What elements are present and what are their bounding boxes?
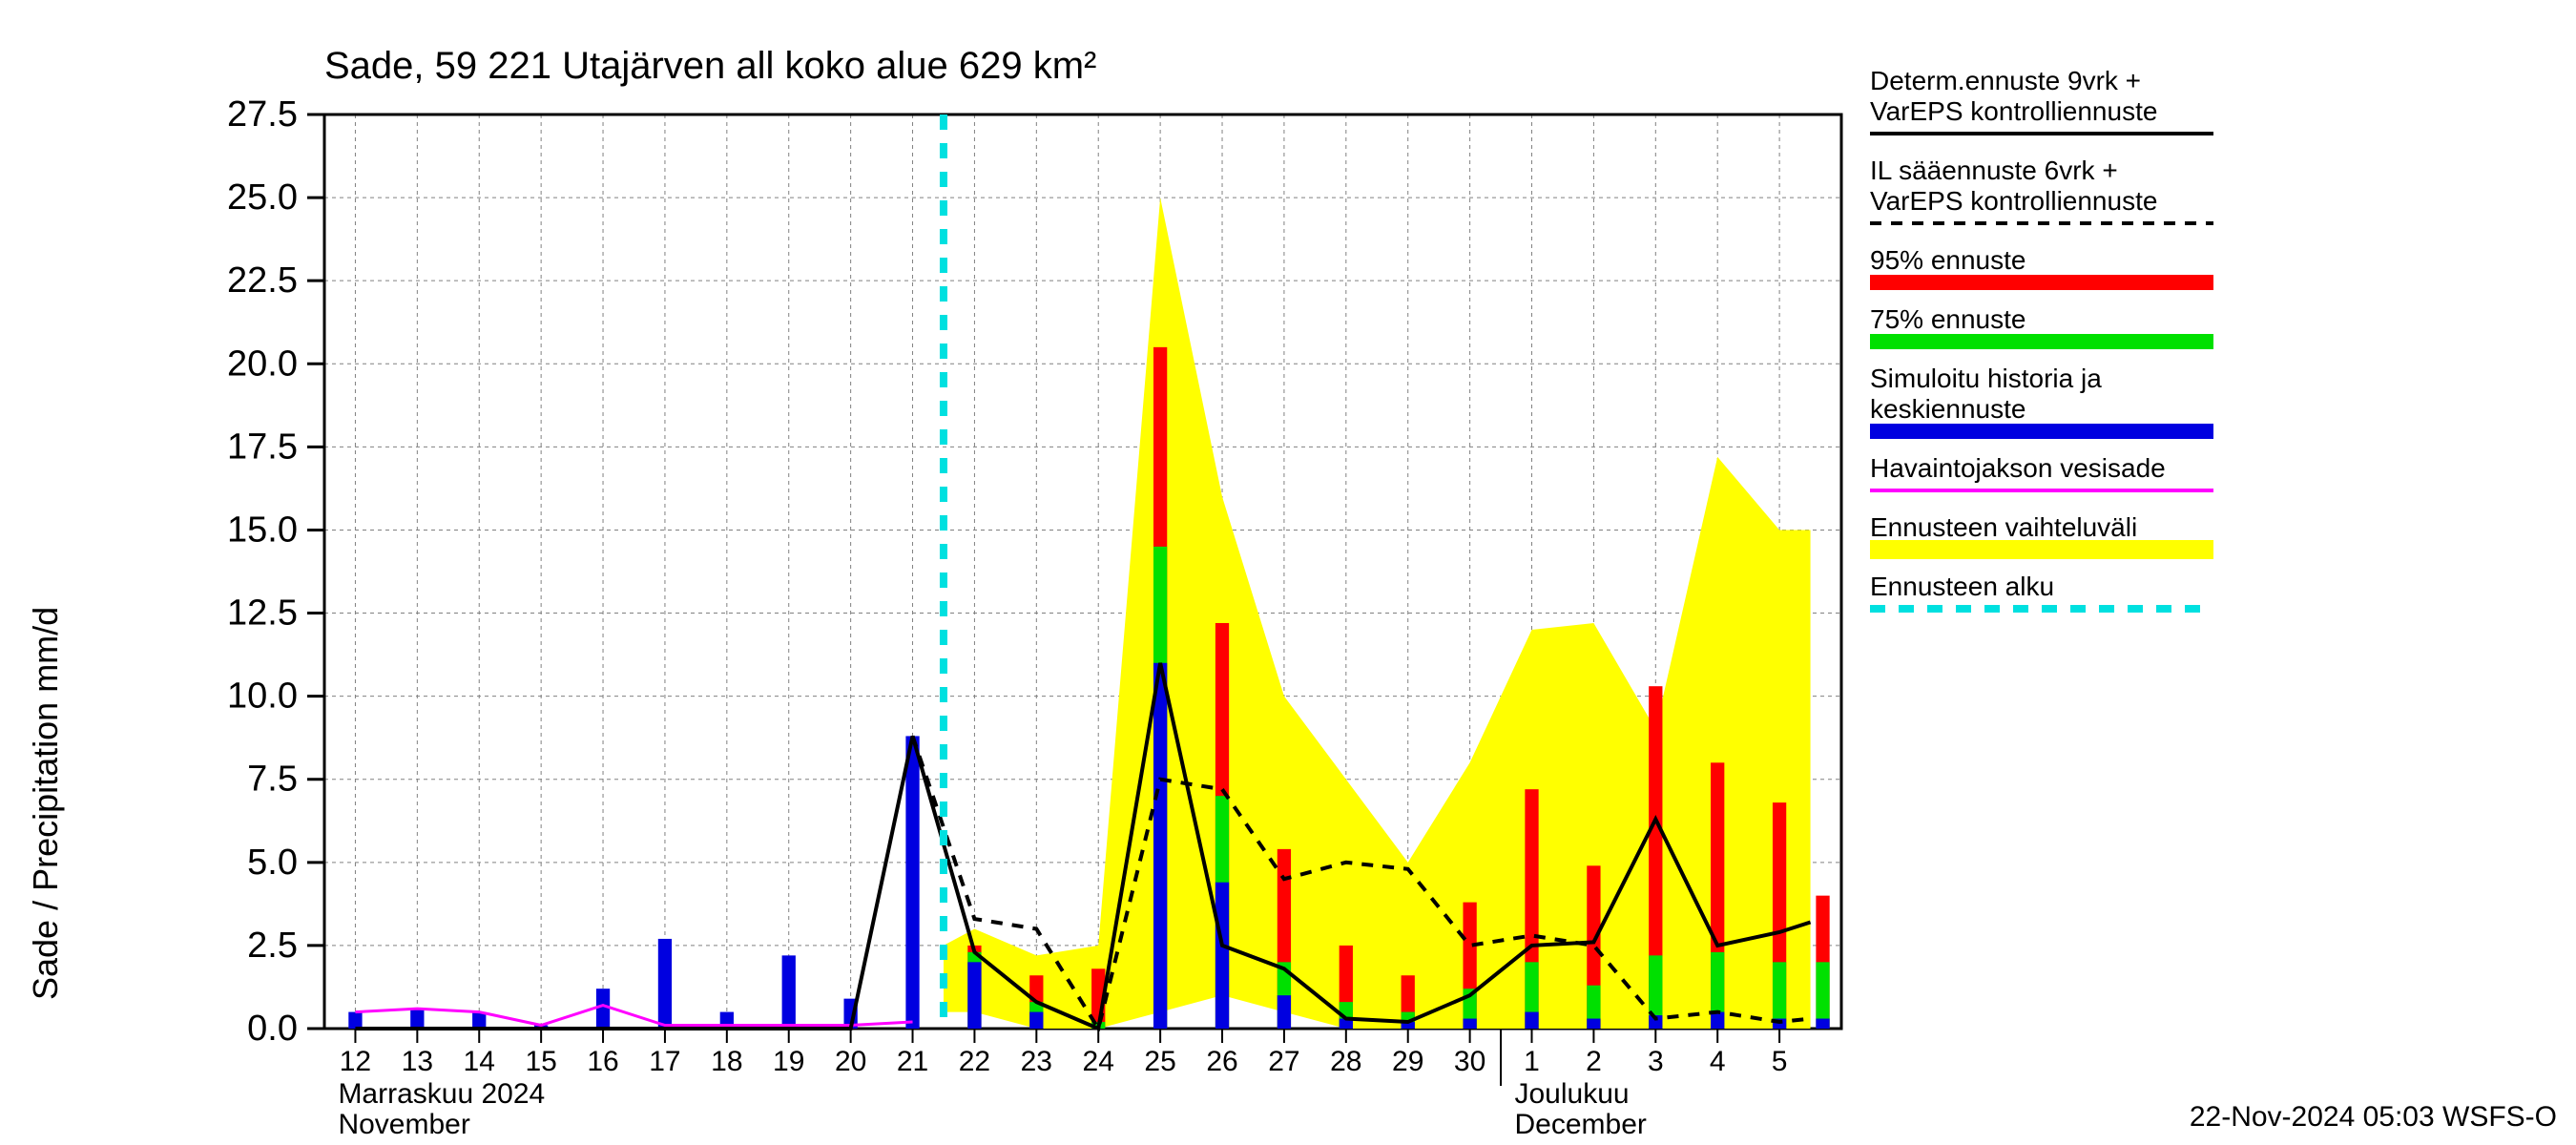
xtick-label: 19 <box>773 1046 804 1077</box>
month-label-fi: Joulukuu <box>1515 1078 1630 1110</box>
precipitation-chart: 0.0 2.5 5.0 7.5 10.0 12.5 15.0 17.5 20.0 22.5 25.0… <box>0 0 2576 1145</box>
bar-mean <box>1153 663 1167 1029</box>
xtick-label: 4 <box>1710 1046 1726 1077</box>
bar-mean <box>1215 883 1229 1029</box>
ytick-label: 17.5 <box>227 427 298 467</box>
xtick-label: 12 <box>340 1046 371 1077</box>
xtick-label: 30 <box>1454 1046 1485 1077</box>
legend-swatch <box>1870 540 2213 559</box>
bar-mean <box>1278 995 1291 1029</box>
y-axis-label: Sade / Precipitation mm/d <box>26 607 65 1000</box>
legend-label: Havaintojakson vesisade <box>1870 453 2166 483</box>
ytick-label: 20.0 <box>227 344 298 384</box>
xtick-label: 20 <box>835 1046 866 1077</box>
xtick-label: 28 <box>1330 1046 1361 1077</box>
legend-label: 75% ennuste <box>1870 304 2025 334</box>
xtick-label: 2 <box>1586 1046 1602 1077</box>
bar-mean <box>1587 1019 1600 1029</box>
bar-mean <box>410 1009 424 1029</box>
xtick-label: 26 <box>1206 1046 1237 1077</box>
ytick-label: 12.5 <box>227 593 298 634</box>
xtick-label: 27 <box>1268 1046 1299 1077</box>
ytick-label: 5.0 <box>247 843 298 883</box>
xtick-label: 15 <box>525 1046 556 1077</box>
ytick-label: 10.0 <box>227 677 298 717</box>
month-label-fi: Marraskuu 2024 <box>338 1078 545 1110</box>
ytick-label: 27.5 <box>227 94 298 135</box>
bar-mean <box>658 939 672 1029</box>
legend-label: VarEPS kontrolliennuste <box>1870 96 2157 126</box>
ytick-label: 7.5 <box>247 760 298 800</box>
xtick-label: 5 <box>1772 1046 1788 1077</box>
bar-mean <box>1463 1019 1476 1029</box>
bar-mean <box>1816 1019 1829 1029</box>
xtick-label: 16 <box>587 1046 618 1077</box>
legend-label: Ennusteen alku <box>1870 572 2054 601</box>
legend-label: Simuloitu historia ja <box>1870 364 2102 393</box>
xtick-label: 1 <box>1524 1046 1540 1077</box>
bar-mean <box>1711 1012 1724 1029</box>
xtick-label: 17 <box>649 1046 680 1077</box>
bar-mean <box>596 989 610 1029</box>
bar-mean <box>1525 1012 1538 1029</box>
xtick-label: 24 <box>1083 1046 1114 1077</box>
bar-mean <box>782 955 796 1029</box>
xtick-label: 23 <box>1021 1046 1052 1077</box>
legend-label: VarEPS kontrolliennuste <box>1870 186 2157 216</box>
xtick-label: 22 <box>959 1046 990 1077</box>
xtick-label: 14 <box>464 1046 495 1077</box>
legend-label: IL sääennuste 6vrk + <box>1870 156 2118 185</box>
xtick-label: 18 <box>711 1046 742 1077</box>
bar-mean <box>967 962 981 1029</box>
bar-mean <box>905 736 919 1029</box>
legend-label: 95% ennuste <box>1870 245 2025 275</box>
bar-mean <box>472 1012 486 1029</box>
xtick-label: 25 <box>1144 1046 1175 1077</box>
ytick-label: 2.5 <box>247 926 298 966</box>
legend-label: Determ.ennuste 9vrk + <box>1870 66 2141 95</box>
xtick-label: 3 <box>1648 1046 1664 1077</box>
legend-label: Ennusteen vaihteluväli <box>1870 512 2137 542</box>
xtick-label: 21 <box>897 1046 928 1077</box>
legend-label: keskiennuste <box>1870 394 2025 424</box>
ytick-label: 0.0 <box>247 1009 298 1049</box>
ytick-label: 15.0 <box>227 510 298 550</box>
xtick-label: 13 <box>402 1046 433 1077</box>
ytick-label: 25.0 <box>227 177 298 218</box>
month-label-en: December <box>1515 1109 1647 1140</box>
chart-title: Sade, 59 221 Utajärven all koko alue 629… <box>324 45 1096 87</box>
bar-mean <box>1029 1012 1043 1029</box>
month-label-en: November <box>338 1109 469 1140</box>
ytick-label: 22.5 <box>227 260 298 301</box>
chart-footer: 22-Nov-2024 05:03 WSFS-O <box>2190 1101 2557 1133</box>
xtick-label: 29 <box>1392 1046 1423 1077</box>
bar-mean <box>348 1012 362 1029</box>
